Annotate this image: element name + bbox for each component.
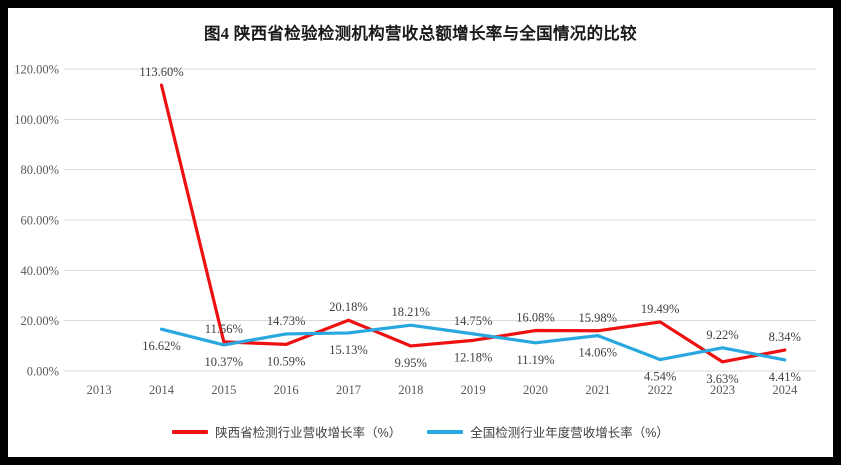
svg-text:8.34%: 8.34%	[769, 330, 801, 344]
svg-text:2018: 2018	[398, 383, 423, 397]
svg-text:15.13%: 15.13%	[329, 343, 368, 357]
svg-text:14.73%: 14.73%	[267, 314, 306, 328]
svg-text:2016: 2016	[274, 383, 299, 397]
svg-text:20.18%: 20.18%	[329, 300, 368, 314]
svg-text:2021: 2021	[585, 383, 610, 397]
svg-text:2013: 2013	[87, 383, 112, 397]
svg-text:16.62%: 16.62%	[142, 339, 181, 353]
svg-text:2015: 2015	[211, 383, 236, 397]
svg-text:18.21%: 18.21%	[392, 305, 431, 319]
svg-text:11.56%: 11.56%	[205, 322, 243, 336]
data-labels: 113.60% 11.56% 10.59% 20.18% 9.95% 12.18% 16.0…	[139, 65, 801, 386]
legend-label-2: 全国检测行业年度营收增长率（%）	[470, 426, 669, 440]
legend-swatch-1	[172, 429, 209, 434]
svg-text:2023: 2023	[710, 383, 735, 397]
svg-text:2020: 2020	[523, 383, 548, 397]
chart-title: 图4 陕西省检验检测机构营收总额增长率与全国情况的比较	[204, 24, 637, 43]
svg-text:2022: 2022	[648, 383, 673, 397]
legend-label-1: 陕西省检测行业营收增长率（%）	[215, 426, 402, 440]
svg-text:100.00%: 100.00%	[14, 113, 59, 127]
svg-text:4.41%: 4.41%	[769, 370, 801, 384]
y-axis-ticks: 0.00% 20.00% 40.00% 60.00% 80.00% 100.00% 120.…	[14, 63, 59, 379]
svg-text:16.08%: 16.08%	[516, 311, 555, 325]
svg-text:80.00%: 80.00%	[20, 163, 59, 177]
svg-text:3.63%: 3.63%	[706, 372, 738, 386]
svg-text:2019: 2019	[461, 383, 486, 397]
svg-text:4.54%: 4.54%	[644, 370, 676, 384]
svg-text:10.37%: 10.37%	[205, 355, 244, 369]
svg-text:113.60%: 113.60%	[139, 65, 183, 79]
svg-text:9.95%: 9.95%	[395, 356, 427, 370]
svg-text:40.00%: 40.00%	[20, 264, 59, 278]
svg-text:2014: 2014	[149, 383, 175, 397]
series-lines	[159, 83, 787, 364]
chart-figure: 图4 陕西省检验检测机构营收总额增长率与全国情况的比较 0.00% 20.00% 4…	[8, 8, 833, 457]
legend-item-1[interactable]: 陕西省检测行业营收增长率（%）	[172, 422, 401, 441]
svg-text:9.22%: 9.22%	[706, 328, 738, 342]
svg-text:14.75%: 14.75%	[454, 314, 493, 328]
svg-text:120.00%: 120.00%	[14, 63, 59, 77]
svg-text:12.18%: 12.18%	[454, 350, 493, 364]
svg-text:2024: 2024	[772, 383, 798, 397]
chart-legend: 陕西省检测行业营收增长率（%） 全国检测行业年度营收增长率（%）	[8, 422, 833, 441]
legend-swatch-2	[427, 429, 464, 434]
x-axis-ticks: 2013 2014 2015 2016 2017 2018 2019 2020 2021 2022…	[87, 383, 798, 397]
plot-area: 0.00% 20.00% 40.00% 60.00% 80.00% 100.00% 120.…	[8, 8, 833, 457]
svg-text:19.49%: 19.49%	[641, 302, 680, 316]
svg-text:14.06%: 14.06%	[579, 346, 618, 360]
gridlines	[64, 68, 816, 372]
svg-text:11.19%: 11.19%	[516, 353, 554, 367]
svg-text:60.00%: 60.00%	[20, 214, 59, 228]
legend-item-2[interactable]: 全国检测行业年度营收增长率（%）	[427, 422, 669, 441]
svg-text:10.59%: 10.59%	[267, 354, 306, 368]
svg-text:0.00%: 0.00%	[27, 365, 59, 379]
chart-svg: 0.00% 20.00% 40.00% 60.00% 80.00% 100.00% 120.…	[14, 63, 816, 397]
svg-text:15.98%: 15.98%	[579, 311, 618, 325]
svg-text:20.00%: 20.00%	[20, 314, 59, 328]
svg-text:2017: 2017	[336, 383, 361, 397]
